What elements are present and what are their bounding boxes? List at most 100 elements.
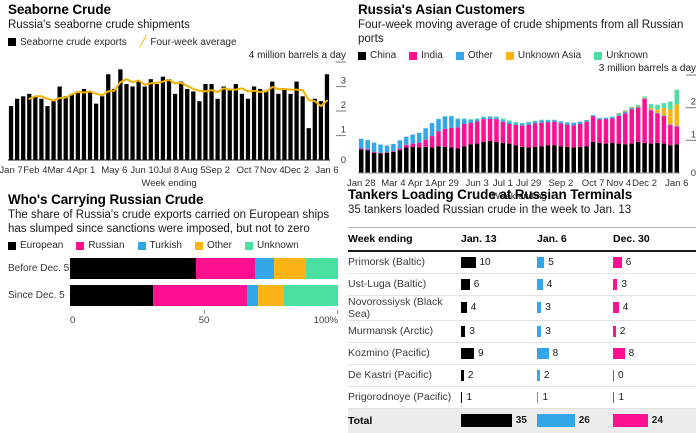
axis-label-100: 100% (314, 315, 338, 326)
terminal-label: Ust-Luga (Baltic) (348, 278, 461, 290)
value-bar (613, 348, 625, 359)
table-cell: 1 (613, 392, 696, 403)
value-label: 1 (618, 392, 624, 403)
legend-swatch (456, 52, 464, 60)
value-bar (537, 279, 543, 290)
terminal-label: Novorossiysk (Black Sea) (348, 296, 461, 320)
carrier-row-label: Since Dec. 5 (8, 290, 70, 301)
value-label: 1 (466, 392, 472, 403)
legend-label: India (421, 50, 443, 61)
table-cell: 5 (537, 257, 613, 268)
legend-swatch (358, 52, 366, 60)
panel-carriers: Who's Carrying Russian Crude The share o… (8, 192, 338, 332)
carrier-segment-russian (153, 285, 247, 306)
table-cell: 0 (613, 370, 696, 381)
carrier-segment-other (258, 285, 285, 306)
carrier-segment-turkish (255, 258, 274, 279)
carrier-segment-unknown (284, 285, 338, 306)
value-bar (613, 392, 614, 403)
legend-line-marker: ╱ (140, 38, 147, 46)
legend-swatch (409, 52, 417, 60)
value-bar (461, 257, 476, 268)
svg-text:Jun 10: Jun 10 (130, 165, 159, 176)
value-label: 3 (545, 302, 551, 313)
carrier-bar (70, 285, 338, 306)
carrier-row-label: Before Dec. 5 (8, 263, 70, 274)
legend-label: Unknown (606, 50, 648, 61)
svg-text:3 million barrels a day: 3 million barrels a day (599, 63, 696, 74)
legend-item-unknown-asia: Unknown Asia (506, 50, 581, 61)
seaborne-legend: Seaborne crude exports ╱Four-week average (8, 37, 346, 48)
legend-swatch (8, 38, 16, 46)
legend-item-turkish: Turkish (138, 240, 182, 251)
table-cell: 4 (461, 302, 537, 313)
svg-text:1: 1 (341, 124, 346, 135)
svg-text:Jan 7: Jan 7 (0, 165, 23, 176)
svg-text:4 million barrels a day: 4 million barrels a day (249, 50, 346, 61)
carriers-title: Who's Carrying Russian Crude (8, 192, 338, 208)
svg-text:2: 2 (341, 100, 346, 111)
table-cell: 35 (461, 414, 537, 427)
svg-text:3: 3 (341, 75, 346, 86)
value-label: 0 (618, 370, 624, 381)
value-label: 4 (623, 302, 629, 313)
table-cell: 3 (461, 326, 537, 337)
carrier-segment-european (70, 285, 153, 306)
carrier-bar (70, 258, 338, 279)
table-cell: 9 (461, 348, 537, 359)
legend-label: Other (207, 240, 232, 251)
legend-item-russian: Russian (76, 240, 124, 251)
table-cell: 2 (537, 370, 613, 381)
value-label: 1 (542, 392, 548, 403)
terminal-label: Murmansk (Arctic) (348, 325, 461, 337)
svg-text:Feb 4: Feb 4 (23, 165, 47, 176)
panel-asian-customers: Russia's Asian Customers Four-week movin… (358, 2, 696, 188)
carrier-row-before: Before Dec. 5 (8, 258, 338, 279)
panel-seaborne-crude: Seaborne Crude Russia's seaborne crude s… (8, 2, 346, 188)
svg-text:Dec 2: Dec 2 (284, 165, 309, 176)
carrier-segment-unknown (306, 258, 338, 279)
tankers-title: Tankers Loading Crude at Russian Termina… (348, 187, 696, 203)
value-bar (461, 392, 462, 403)
value-bar (537, 326, 541, 337)
value-label: 3 (545, 326, 551, 337)
legend-swatch (76, 242, 84, 250)
value-label: 4 (547, 279, 553, 290)
tankers-subtitle: 35 tankers loaded Russian crude in the w… (348, 204, 696, 218)
svg-text:Apr 1: Apr 1 (73, 165, 96, 176)
panel-tankers-table: Tankers Loading Crude at Russian Termina… (348, 187, 696, 415)
value-bar (461, 279, 470, 290)
value-bar (613, 279, 617, 290)
value-bar (613, 414, 648, 427)
value-label: 10 (480, 257, 491, 268)
table-row: Prigorodnoye (Pacific) 1 1 1 (348, 387, 696, 409)
value-bar (461, 348, 474, 359)
legend-label: China (370, 50, 396, 61)
legend-item-unknown: Unknown (594, 50, 648, 61)
terminal-label: Prigorodnoye (Pacific) (348, 391, 461, 403)
carrier-segment-european (70, 258, 196, 279)
legend-swatch (195, 242, 203, 250)
legend-label: European (20, 240, 63, 251)
table-header-jan-13: Jan. 13 (461, 233, 537, 245)
legend-label: Four-week average (150, 37, 236, 48)
legend-item-china: China (358, 50, 396, 61)
legend-item-seaborne-crude-exports: Seaborne crude exports (8, 37, 127, 48)
svg-text:0: 0 (691, 168, 696, 179)
table-header-jan-6: Jan. 6 (537, 233, 613, 245)
svg-text:Nov 4: Nov 4 (260, 165, 285, 176)
table-cell: 4 (613, 302, 696, 313)
value-bar (537, 414, 575, 427)
table-cell: 2 (461, 370, 537, 381)
value-label: 6 (474, 279, 480, 290)
table-header-week-ending: Week ending (348, 233, 461, 245)
value-bar (613, 302, 619, 313)
svg-text:Sep 2: Sep 2 (205, 165, 230, 176)
